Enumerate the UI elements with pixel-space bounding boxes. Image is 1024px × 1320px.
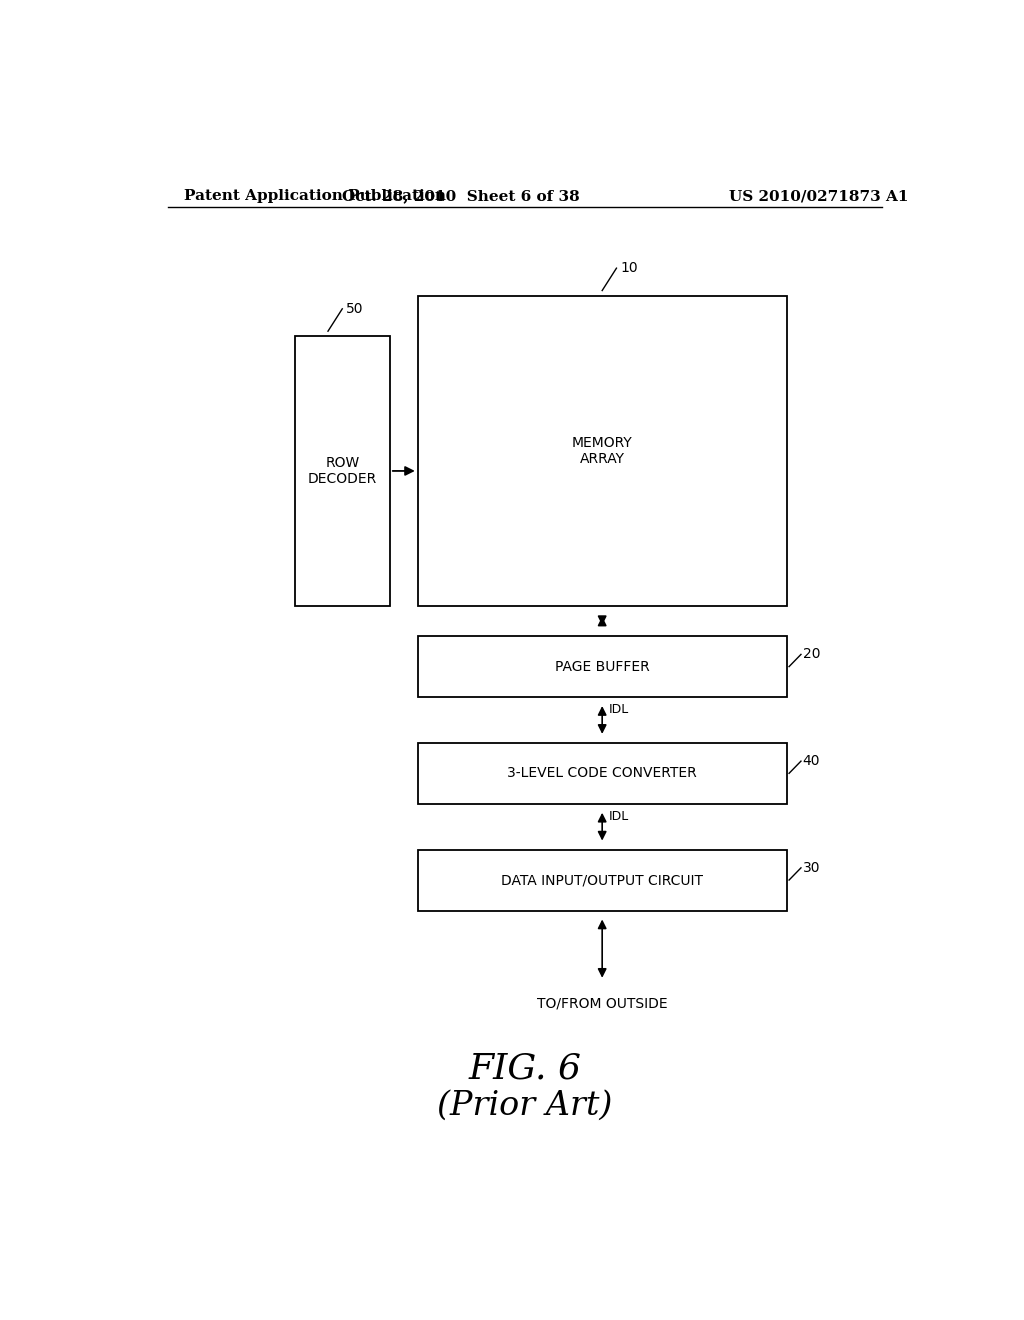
- Bar: [418, 743, 786, 804]
- Text: ROW
DECODER: ROW DECODER: [307, 455, 377, 486]
- Text: PAGE BUFFER: PAGE BUFFER: [555, 660, 649, 673]
- Text: Patent Application Publication: Patent Application Publication: [183, 189, 445, 203]
- Bar: [418, 636, 786, 697]
- Text: TO/FROM OUTSIDE: TO/FROM OUTSIDE: [537, 997, 668, 1011]
- Bar: [418, 850, 786, 911]
- Bar: [418, 296, 786, 606]
- Text: US 2010/0271873 A1: US 2010/0271873 A1: [729, 189, 908, 203]
- Text: (Prior Art): (Prior Art): [437, 1090, 612, 1122]
- Text: IDL: IDL: [608, 702, 629, 715]
- Text: DATA INPUT/OUTPUT CIRCUIT: DATA INPUT/OUTPUT CIRCUIT: [501, 873, 703, 887]
- Text: 3-LEVEL CODE CONVERTER: 3-LEVEL CODE CONVERTER: [507, 767, 697, 780]
- Text: 20: 20: [803, 647, 820, 661]
- Text: FIG. 6: FIG. 6: [468, 1051, 582, 1085]
- Text: Oct. 28, 2010  Sheet 6 of 38: Oct. 28, 2010 Sheet 6 of 38: [342, 189, 581, 203]
- Text: 50: 50: [346, 302, 364, 315]
- Text: MEMORY
ARRAY: MEMORY ARRAY: [571, 436, 633, 466]
- Bar: [295, 337, 390, 606]
- Text: IDL: IDL: [608, 809, 629, 822]
- Text: 40: 40: [803, 754, 820, 768]
- Text: 30: 30: [803, 861, 820, 875]
- Text: 10: 10: [621, 261, 638, 275]
